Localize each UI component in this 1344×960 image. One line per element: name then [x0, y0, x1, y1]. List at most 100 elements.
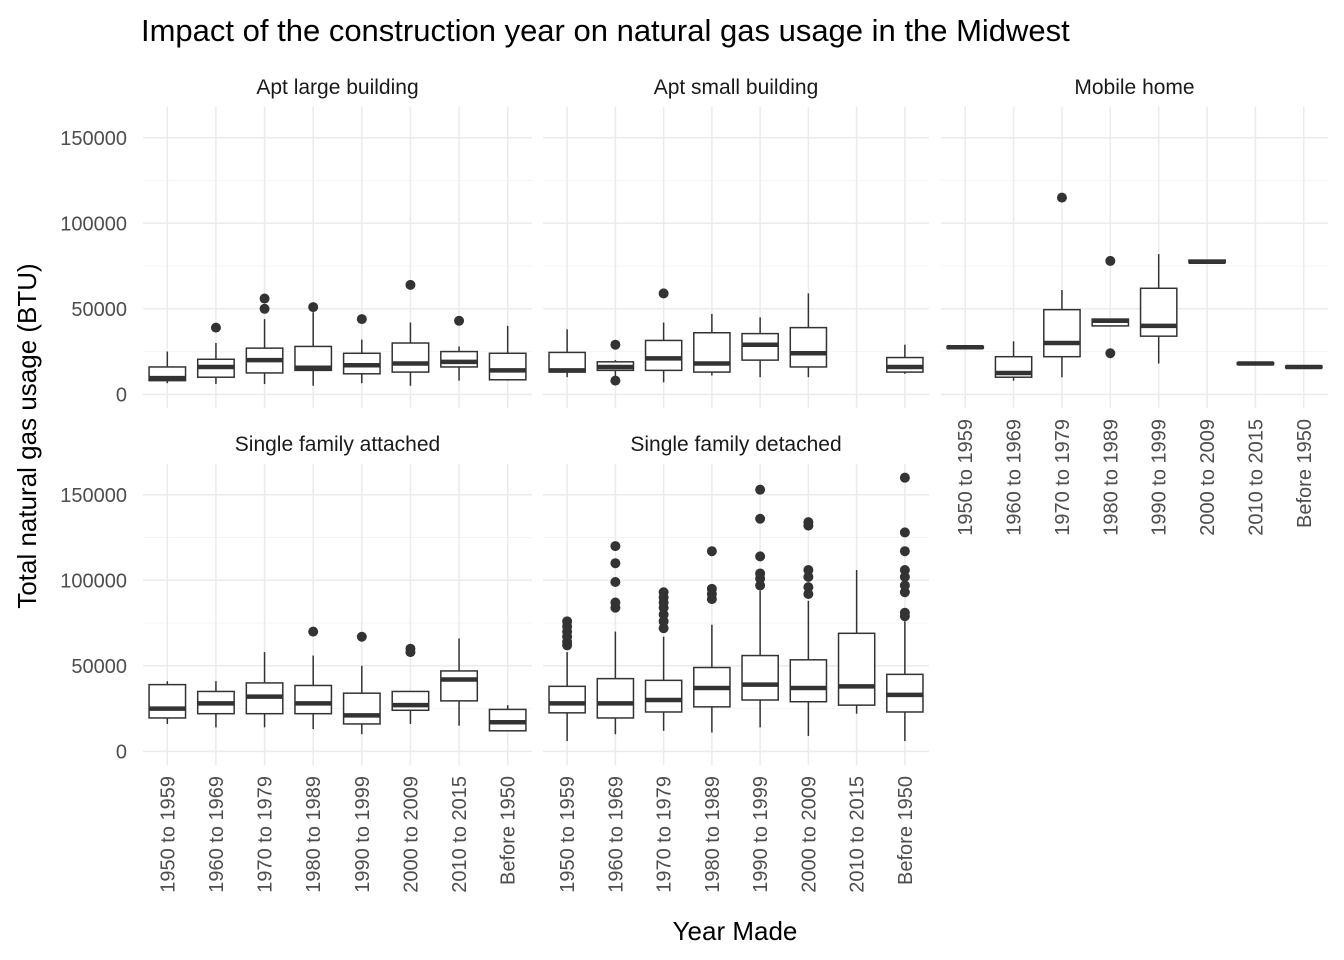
- outlier-point: [899, 527, 910, 538]
- outlier-point: [899, 472, 910, 483]
- outlier-point: [899, 546, 910, 557]
- x-tick-label: 1950 to 1959: [157, 776, 179, 893]
- x-tick-label: 1970 to 1979: [255, 776, 277, 893]
- facet-panels: Apt large building050000100000150000Apt …: [60, 76, 1328, 893]
- box-iqr: [644, 679, 683, 713]
- box-1990-to-1999: [1139, 254, 1178, 364]
- x-tick-label: Before 1950: [498, 776, 520, 885]
- outlier-point: [1105, 348, 1116, 359]
- outlier-point: [610, 577, 621, 588]
- box-2000-to-2009: [391, 643, 430, 724]
- x-tick-label: 1950 to 1959: [557, 776, 579, 893]
- strip-label: Apt large building: [256, 76, 418, 99]
- x-tick-label: 1960 to 1969: [605, 776, 627, 893]
- box-iqr: [789, 326, 828, 368]
- outlier-point: [210, 322, 221, 333]
- outlier-point: [706, 546, 717, 557]
- outlier-point: [308, 302, 319, 313]
- x-tick-label: 1980 to 1989: [303, 776, 325, 893]
- outlier-point: [803, 588, 814, 599]
- outlier-point: [899, 580, 910, 591]
- box-iqr: [440, 670, 479, 702]
- y-tick-label: 50000: [71, 299, 127, 321]
- outlier-point: [755, 568, 766, 579]
- outlier-point: [610, 375, 621, 386]
- outlier-point: [1105, 255, 1116, 266]
- box-iqr: [644, 339, 683, 372]
- box-2010-to-2015: [440, 638, 479, 726]
- x-tick-label: 1950 to 1959: [955, 419, 977, 536]
- box-2010-to-2015: [1236, 361, 1275, 366]
- strip-label: Mobile home: [1074, 76, 1194, 99]
- box-iqr: [693, 332, 731, 373]
- box-1960-to-1969: [196, 681, 235, 728]
- box-iqr: [1139, 287, 1178, 337]
- outlier-point: [454, 315, 465, 326]
- x-tick-label: 2010 to 2015: [449, 776, 471, 893]
- outlier-point: [899, 565, 910, 576]
- outlier-point: [658, 609, 669, 620]
- outlier-point: [658, 623, 669, 634]
- box-1980-to-1989: [693, 546, 731, 733]
- box-iqr: [342, 692, 381, 725]
- outlier-point: [803, 571, 814, 582]
- box-2000-to-2009: [789, 517, 828, 736]
- box-iqr: [741, 654, 779, 701]
- box-iqr: [596, 677, 635, 719]
- box-2000-to-2009: [1188, 259, 1226, 265]
- strip-label: Single family detached: [630, 433, 841, 456]
- box-1980-to-1989: [693, 313, 731, 376]
- outlier-point: [658, 288, 669, 299]
- x-axis-title: Year Made: [673, 916, 798, 946]
- outlier-point: [755, 580, 766, 591]
- box-iqr: [837, 632, 876, 706]
- y-tick-label: 100000: [60, 570, 127, 592]
- box-1990-to-1999: [741, 317, 779, 378]
- facet-apt-small-building: Apt small building: [543, 76, 929, 408]
- box-2000-to-2009: [391, 279, 430, 386]
- outlier-point: [405, 279, 416, 290]
- x-tick-label: 1990 to 1999: [750, 776, 772, 893]
- y-tick-label: 150000: [60, 128, 127, 150]
- box-1950-to-1959: [946, 345, 985, 350]
- box-1970-to-1979: [245, 652, 284, 728]
- outlier-point: [562, 616, 573, 627]
- box-2010-to-2015: [440, 315, 479, 381]
- strip-label: Apt small building: [654, 76, 819, 99]
- box-iqr: [548, 685, 586, 714]
- outlier-point: [755, 551, 766, 562]
- outlier-point: [610, 558, 621, 569]
- box-1970-to-1979: [1043, 192, 1081, 378]
- facet-mobile-home: Mobile home 1950 to 1959 1960 to 1969 1970 …: [941, 76, 1328, 536]
- outlier-point: [899, 571, 910, 582]
- x-tick-label: 1970 to 1979: [1052, 419, 1074, 536]
- x-tick-label: 1980 to 1989: [702, 776, 724, 893]
- outlier-point: [755, 513, 766, 524]
- facet-apt-large-building: Apt large building 0 50000 100000 150000: [60, 76, 532, 408]
- outlier-point: [706, 583, 717, 594]
- x-tick-label: 1960 to 1969: [1004, 419, 1026, 536]
- box-before-1950: [488, 325, 527, 381]
- facet-single-family-attached: Single family attached 0 50000 100000 150000…: [60, 433, 532, 893]
- box-iqr: [294, 345, 333, 372]
- outlier-point: [356, 314, 367, 325]
- box-1950-to-1959: [548, 329, 586, 378]
- x-tick-label: 1990 to 1999: [352, 776, 374, 893]
- outlier-point: [610, 541, 621, 552]
- box-2010-to-2015: [837, 570, 876, 714]
- outlier-point: [1056, 192, 1067, 203]
- x-tick-label: 2000 to 2009: [1197, 419, 1219, 536]
- box-1950-to-1959: [548, 616, 586, 742]
- box-iqr: [789, 659, 828, 703]
- box-before-1950: [886, 344, 924, 374]
- outlier-point: [755, 484, 766, 495]
- box-1960-to-1969: [994, 341, 1033, 381]
- x-tick-label: 1970 to 1979: [654, 776, 676, 893]
- outlier-point: [803, 582, 814, 593]
- x-tick-label: 2000 to 2009: [400, 776, 422, 893]
- box-2000-to-2009: [789, 293, 828, 378]
- y-tick-label: 50000: [71, 656, 127, 678]
- box-1990-to-1999: [342, 631, 381, 735]
- x-tick-label: 2010 to 2015: [847, 776, 869, 893]
- box-iqr: [391, 690, 430, 712]
